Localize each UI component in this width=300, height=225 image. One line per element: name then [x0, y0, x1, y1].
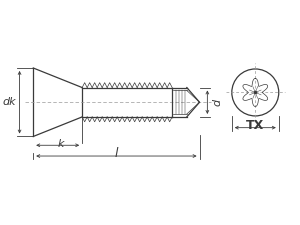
Text: l: l	[115, 147, 118, 160]
Text: d: d	[212, 99, 222, 106]
Text: dk: dk	[2, 97, 16, 107]
Text: k: k	[57, 139, 64, 149]
Text: TX: TX	[246, 119, 264, 132]
